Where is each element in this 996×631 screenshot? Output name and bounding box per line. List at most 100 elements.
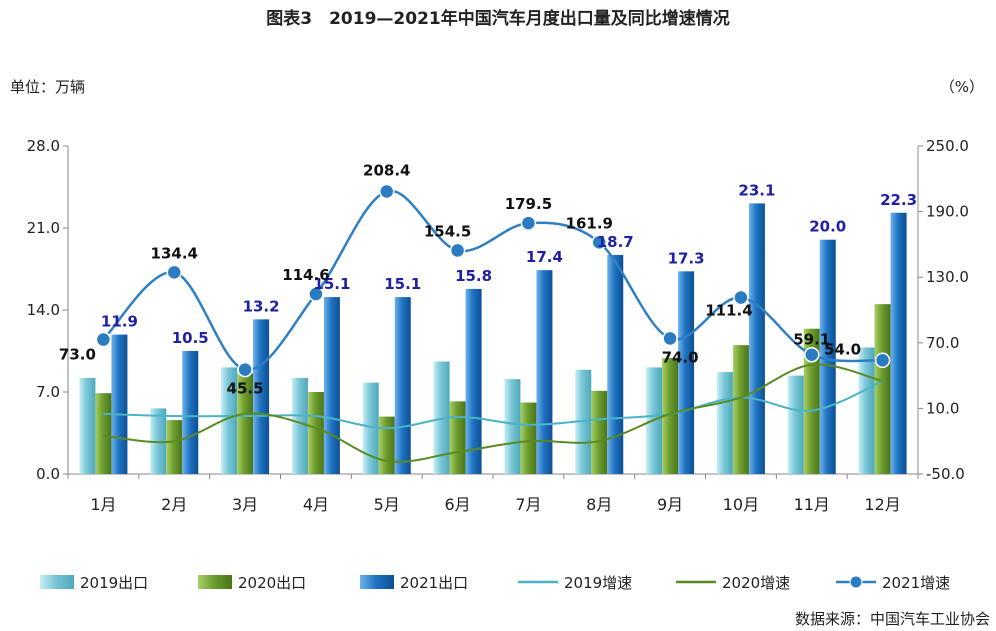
bar-2020出口 <box>874 304 891 474</box>
y-tick-label: 28.0 <box>27 137 60 155</box>
bar-2021出口 <box>323 297 340 474</box>
bar-2019出口 <box>504 379 521 474</box>
bar-data-label: 17.4 <box>526 248 563 266</box>
legend-label: 2019增速 <box>564 574 632 592</box>
line-2021增速 <box>102 189 883 371</box>
bar-data-label: 17.3 <box>668 249 705 267</box>
x-tick-label: 6月 <box>444 495 470 514</box>
bar-2020出口 <box>662 358 679 474</box>
line-data-label: 73.0 <box>59 346 96 364</box>
bar-2019出口 <box>858 347 875 474</box>
bar-2019出口 <box>291 377 308 474</box>
line-data-label: 59.1 <box>793 331 830 349</box>
legend-label: 2019出口 <box>80 574 148 592</box>
bar-2019出口 <box>716 372 733 474</box>
legend: 2019出口 2020出口 2021出口 2019增速 2020增速 2021增速 <box>40 574 950 592</box>
bar-2020出口 <box>95 393 112 474</box>
legend-marker <box>849 575 863 589</box>
bar-data-label: 15.1 <box>384 275 421 293</box>
legend-label: 2020出口 <box>238 574 306 592</box>
data-source: 数据来源：中国汽车工业协会 <box>795 610 990 628</box>
legend-label: 2021增速 <box>882 574 950 592</box>
bar-data-label: 23.1 <box>738 181 775 199</box>
bar-data-label: 20.0 <box>809 218 846 236</box>
bar-2019出口 <box>433 361 450 474</box>
marker-2021增速 <box>95 331 112 348</box>
bar-2019出口 <box>79 377 96 474</box>
x-tick-label: 11月 <box>794 495 830 514</box>
x-tick-label: 3月 <box>232 495 258 514</box>
marker-2021增速 <box>733 289 749 306</box>
bar-2020出口 <box>378 416 395 474</box>
marker-2021增速 <box>237 361 253 378</box>
y-tick-label: 7.0 <box>36 383 60 401</box>
line-data-label: 114.6 <box>282 266 329 284</box>
legend-label: 2020增速 <box>722 574 790 592</box>
marker-2021增速 <box>308 286 324 302</box>
marker-2021增速 <box>804 346 820 363</box>
bar-2021出口 <box>748 203 765 474</box>
legend-swatch <box>198 575 232 589</box>
chart-title: 图表3 2019—2021年中国汽车月度出口量及同比增速情况 <box>266 8 729 29</box>
x-tick-label: 1月 <box>90 495 116 514</box>
bar-2020出口 <box>520 402 537 474</box>
line-data-label: 54.0 <box>824 340 861 358</box>
y2-tick-label: 190.0 <box>926 203 969 221</box>
bar-data-label: 18.7 <box>597 233 634 251</box>
line-data-label: 45.5 <box>227 380 264 398</box>
x-tick-label: 9月 <box>657 495 683 514</box>
line-data-label: 154.5 <box>424 222 471 240</box>
bar-2021出口 <box>678 271 695 474</box>
marker-2021增速 <box>874 352 891 369</box>
y-tick-label: 21.0 <box>27 219 60 237</box>
x-tick-label: 7月 <box>515 495 541 514</box>
bar-2020出口 <box>307 392 324 474</box>
legend-swatch <box>360 575 394 589</box>
line-data-label: 134.4 <box>151 244 198 262</box>
plot-area: 0.0 7.0 14.0 21.0 28.0 -50.0 10.0 70.0 130.0 190.… <box>27 137 969 514</box>
y2-tick-label: 10.0 <box>926 399 959 417</box>
bar-data-label: 11.9 <box>101 313 138 331</box>
x-tick-label: 12月 <box>864 495 900 514</box>
line-data-label: 179.5 <box>505 195 552 213</box>
bar-2020出口 <box>591 390 608 474</box>
marker-2021增速 <box>166 264 182 281</box>
legend-label: 2021出口 <box>400 574 468 592</box>
bar-2021出口 <box>819 239 836 474</box>
line-data-label: 111.4 <box>705 302 752 320</box>
marker-2021增速 <box>662 330 678 347</box>
y2-tick-label: 70.0 <box>926 334 959 352</box>
line-2020增速 <box>103 363 883 463</box>
y2-tick-label: 130.0 <box>926 268 969 286</box>
bar-2021出口 <box>607 254 624 474</box>
bar-2021出口 <box>111 334 128 474</box>
x-tick-label: 4月 <box>303 495 329 514</box>
line-2019增速 <box>103 380 883 430</box>
bar-2021出口 <box>465 288 482 474</box>
y-tick-label: 0.0 <box>36 465 60 483</box>
bar-data-label: 15.1 <box>313 275 350 293</box>
bar-2019出口 <box>362 382 379 474</box>
line-data-label: 161.9 <box>566 214 613 232</box>
bar-2020出口 <box>237 373 254 474</box>
bar-2021出口 <box>536 270 553 474</box>
bar-data-label: 22.3 <box>880 191 917 209</box>
x-tick-label: 5月 <box>374 495 400 514</box>
x-tick-label: 2月 <box>161 495 187 514</box>
bar-2020出口 <box>449 401 466 474</box>
y2-tick-label: 250.0 <box>926 137 969 155</box>
legend-swatch <box>40 575 74 589</box>
bar-2021出口 <box>890 212 907 474</box>
x-tick-label: 8月 <box>586 495 612 514</box>
marker-2021增速 <box>520 215 537 231</box>
bar-2021出口 <box>253 319 270 474</box>
bar-2019出口 <box>787 375 804 474</box>
y-tick-label: 14.0 <box>27 301 60 319</box>
marker-2021增速 <box>379 183 395 200</box>
bar-data-label: 10.5 <box>172 329 209 347</box>
bar-data-label: 13.2 <box>243 297 280 315</box>
left-axis-unit: 单位：万辆 <box>10 78 85 96</box>
bar-2019出口 <box>221 367 238 474</box>
